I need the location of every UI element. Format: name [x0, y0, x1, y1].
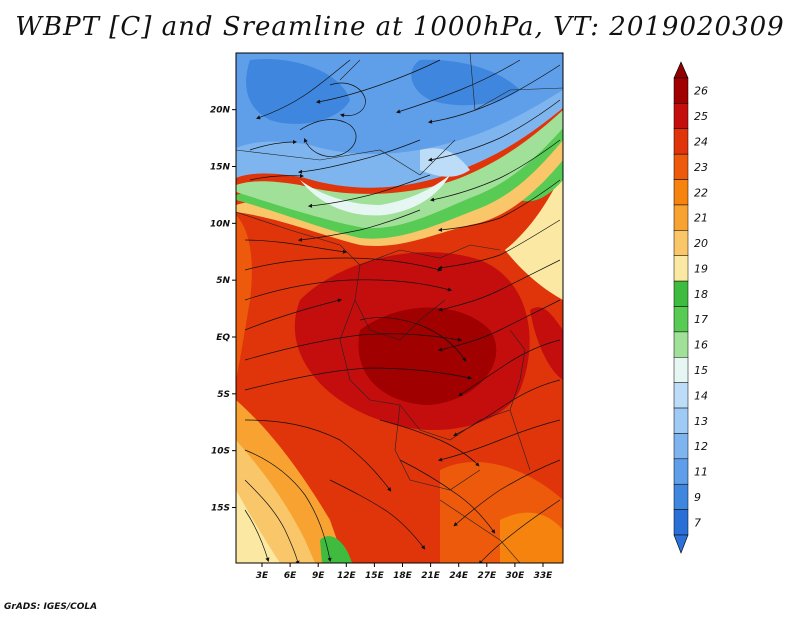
- page-title: WBPT [C] and Sreamline at 1000hPa, VT: 2…: [15, 12, 785, 42]
- lon-tick-label: 15E: [365, 571, 385, 581]
- colorbar-label: 14: [694, 389, 708, 402]
- colorbar-label: 23: [694, 161, 708, 174]
- colorbar-swatch: [673, 357, 689, 383]
- lon-tick-label: 21E: [421, 571, 441, 581]
- lat-tick-label: 15N: [210, 163, 231, 173]
- longitude-axis: 3E 6E 9E 12E 15E 18E 21E 24E 27E 30E 33E: [256, 563, 553, 581]
- colorbar-swatch: [673, 77, 689, 104]
- lon-tick-label: 18E: [393, 571, 413, 581]
- colorbar-label: 22: [694, 186, 708, 199]
- colorbar-under-arrow: [673, 534, 689, 554]
- colorbar-label: 7: [694, 516, 701, 529]
- colorbar-swatch: [673, 331, 689, 358]
- colorbar-label: 17: [694, 313, 708, 326]
- lat-tick-label: 10N: [210, 219, 231, 229]
- map-frame: [235, 52, 564, 564]
- country-borders: [236, 53, 563, 563]
- colorbar-swatch: [673, 382, 689, 409]
- lon-tick-label: 24E: [449, 571, 469, 581]
- colorbar-label: 26: [694, 85, 708, 98]
- colorbar-swatch: [673, 433, 689, 460]
- lon-tick-label: 12E: [337, 571, 357, 581]
- colorbar-swatch: [673, 128, 689, 155]
- lon-tick-label: 33E: [534, 571, 554, 581]
- colorbar-swatch: [673, 280, 689, 307]
- colorbar-swatch: [673, 103, 689, 130]
- colorbar-label: 13: [694, 415, 708, 428]
- colorbar-swatch: [673, 204, 689, 231]
- colorbar-swatch: [673, 153, 689, 180]
- colorbar-label: 16: [694, 339, 708, 352]
- lat-tick-label: 20N: [210, 106, 231, 116]
- colorbar-label: 21: [694, 212, 708, 225]
- colorbar-swatch: [673, 458, 689, 485]
- lon-tick-label: 6E: [284, 571, 297, 581]
- lat-tick-label: 5S: [217, 390, 230, 400]
- lon-tick-label: 9E: [312, 571, 325, 581]
- colorbar-label: 25: [694, 110, 708, 123]
- lon-tick-label: 3E: [256, 571, 269, 581]
- colorbar-swatch: [673, 306, 689, 333]
- colorbar-swatch: [673, 509, 689, 536]
- credit-text: GrADS: IGES/COLA: [4, 602, 98, 612]
- temperature-field: [236, 53, 563, 563]
- colorbar-label: 15: [694, 364, 708, 377]
- colorbar-over-arrow: [673, 61, 689, 79]
- lat-tick-label: 5N: [216, 276, 230, 286]
- lat-tick-label: 10S: [211, 447, 230, 457]
- colorbar-label: 9: [694, 491, 701, 504]
- colorbar-swatch: [673, 407, 689, 434]
- colorbar-label: 11: [694, 466, 708, 479]
- colorbar-swatch: [673, 483, 689, 510]
- colorbar-label: 20: [694, 237, 708, 250]
- colorbar-label: 24: [694, 135, 708, 148]
- colorbar-label: 19: [694, 262, 708, 275]
- colorbar-label: 12: [694, 440, 708, 453]
- lon-tick-label: 27E: [477, 571, 497, 581]
- lat-tick-label: 15S: [211, 504, 230, 514]
- colorbar-label: 18: [694, 288, 708, 301]
- latitude-axis: 20N 15N 10N 5N EQ 5S 10S 15S: [210, 106, 236, 514]
- lon-tick-label: 30E: [506, 571, 526, 581]
- streamline-layer: [244, 59, 561, 563]
- colorbar-swatch: [673, 255, 689, 282]
- colorbar: 26 25 24 23 22 21 20 19 18 17 16 15 14 13 12 11 9 7: [673, 61, 708, 554]
- colorbar-swatch: [673, 230, 689, 256]
- colorbar-swatch: [673, 179, 689, 206]
- lat-tick-label: EQ: [216, 333, 230, 343]
